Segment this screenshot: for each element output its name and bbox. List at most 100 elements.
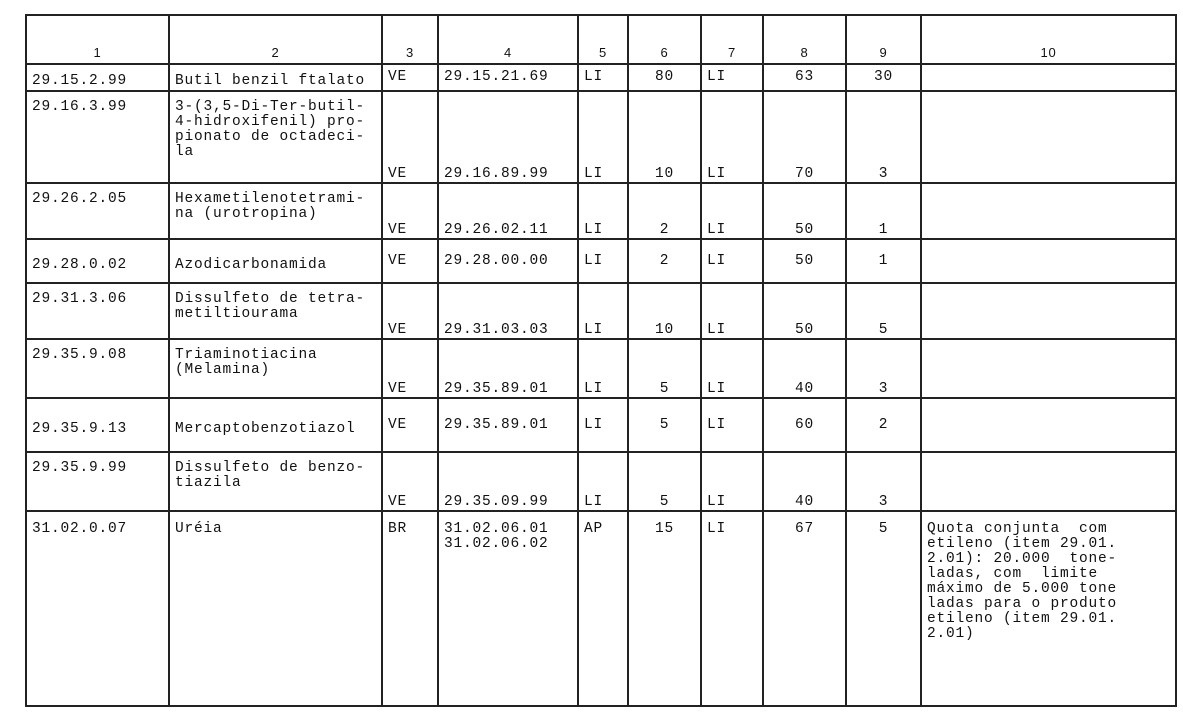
cell-col-7: LI [700,510,764,707]
cell-col-6: 5 [627,451,702,512]
table-row: 29.35.9.99 Dissulfeto de benzo- tiazila VE… [25,451,1177,512]
table-row: 29.15.2.99 Butil benzil ftalato VE 29.15.21… [25,63,1177,92]
cell-col-10: Quota conjunta com etileno (item 29.01. … [920,510,1177,707]
cell-col-1: 29.35.9.13 [25,397,170,453]
cell-col-5: AP [577,510,629,707]
cell-col-3: VE [381,63,439,92]
cell-col-4: 29.35.89.01 [437,338,579,399]
table-row: 29.26.2.05 Hexametilenotetrami- na (urotr… [25,182,1177,240]
cell-col-1: 29.16.3.99 [25,90,170,184]
cell-col-1: 29.28.0.02 [25,238,170,284]
cell-col-1: 29.15.2.99 [25,63,170,92]
cell-col-6: 15 [627,510,702,707]
cell-col-4: 29.16.89.99 [437,90,579,184]
cell-col-9: 5 [845,282,922,340]
cell-col-6: 2 [627,182,702,240]
cell-col-3: VE [381,397,439,453]
cell-col-5: LI [577,282,629,340]
table-row: 29.35.9.08 Triaminotiacina (Melamina) VE 29… [25,338,1177,399]
cell-col-5: LI [577,90,629,184]
header-col-5: 5 [577,14,629,65]
table-row: 29.35.9.13 Mercaptobenzotiazol VE 29.35.89.… [25,397,1177,453]
cell-col-8: 60 [762,397,847,453]
header-col-10: 10 [920,14,1177,65]
cell-col-5: LI [577,397,629,453]
cell-col-2: 3-(3,5-Di-Ter-butil- 4-hidroxifenil) pro… [168,90,383,184]
cell-col-2: Dissulfeto de tetra- metiltiourama [168,282,383,340]
cell-col-4: 29.31.03.03 [437,282,579,340]
cell-col-2: Hexametilenotetrami- na (urotropina) [168,182,383,240]
cell-col-2: Uréia [168,510,383,707]
cell-col-8: 50 [762,282,847,340]
cell-col-5: LI [577,182,629,240]
header-col-1: 1 [25,14,170,65]
cell-col-9: 3 [845,338,922,399]
cell-col-5: LI [577,238,629,284]
cell-col-6: 5 [627,397,702,453]
cell-col-8: 50 [762,182,847,240]
cell-col-6: 10 [627,90,702,184]
cell-col-8: 63 [762,63,847,92]
cell-col-4: 29.35.89.01 [437,397,579,453]
cell-col-8: 40 [762,338,847,399]
cell-col-8: 67 [762,510,847,707]
cell-col-2: Mercaptobenzotiazol [168,397,383,453]
cell-col-6: 5 [627,338,702,399]
cell-col-7: LI [700,397,764,453]
cell-col-9: 2 [845,397,922,453]
cell-col-4: 29.15.21.69 [437,63,579,92]
cell-col-8: 70 [762,90,847,184]
cell-col-10 [920,182,1177,240]
cell-col-4: 31.02.06.01 31.02.06.02 [437,510,579,707]
cell-col-3: BR [381,510,439,707]
cell-col-2: Dissulfeto de benzo- tiazila [168,451,383,512]
cell-col-9: 5 [845,510,922,707]
header-col-6: 6 [627,14,702,65]
cell-col-3: VE [381,282,439,340]
cell-col-10 [920,397,1177,453]
table-row: 31.02.0.07 Uréia BR 31.02.06.01 31.02.06.02… [25,510,1177,707]
cell-col-6: 2 [627,238,702,284]
cell-col-1: 31.02.0.07 [25,510,170,707]
cell-col-10 [920,238,1177,284]
cell-col-10 [920,451,1177,512]
cell-col-7: LI [700,182,764,240]
cell-col-10 [920,282,1177,340]
cell-col-4: 29.26.02.11 [437,182,579,240]
cell-col-6: 80 [627,63,702,92]
cell-col-6: 10 [627,282,702,340]
cell-col-1: 29.35.9.08 [25,338,170,399]
cell-col-10 [920,338,1177,399]
tariff-table: 1 2 3 4 5 6 7 8 9 10 29.15.2.99 Butil ben… [25,14,1177,707]
cell-col-9: 1 [845,238,922,284]
cell-col-7: LI [700,451,764,512]
cell-col-3: VE [381,338,439,399]
header-col-8: 8 [762,14,847,65]
cell-col-5: LI [577,338,629,399]
header-col-3: 3 [381,14,439,65]
cell-col-3: VE [381,182,439,240]
cell-col-10 [920,63,1177,92]
header-col-2: 2 [168,14,383,65]
cell-col-4: 29.28.00.00 [437,238,579,284]
cell-col-3: VE [381,451,439,512]
cell-col-1: 29.26.2.05 [25,182,170,240]
cell-col-9: 30 [845,63,922,92]
cell-col-9: 3 [845,90,922,184]
table-row: 29.28.0.02 Azodicarbonamida VE 29.28.00.00 L… [25,238,1177,284]
cell-col-7: LI [700,63,764,92]
cell-col-7: LI [700,282,764,340]
cell-col-2: Azodicarbonamida [168,238,383,284]
table-row: 29.16.3.99 3-(3,5-Di-Ter-butil- 4-hidroxi… [25,90,1177,184]
cell-col-4: 29.35.09.99 [437,451,579,512]
header-col-4: 4 [437,14,579,65]
cell-col-5: LI [577,63,629,92]
cell-col-2: Triaminotiacina (Melamina) [168,338,383,399]
cell-col-8: 40 [762,451,847,512]
cell-col-10 [920,90,1177,184]
header-row: 1 2 3 4 5 6 7 8 9 10 [25,14,1177,65]
cell-col-7: LI [700,238,764,284]
cell-col-9: 1 [845,182,922,240]
table-row: 29.31.3.06 Dissulfeto de tetra- metiltiou… [25,282,1177,340]
cell-col-7: LI [700,338,764,399]
